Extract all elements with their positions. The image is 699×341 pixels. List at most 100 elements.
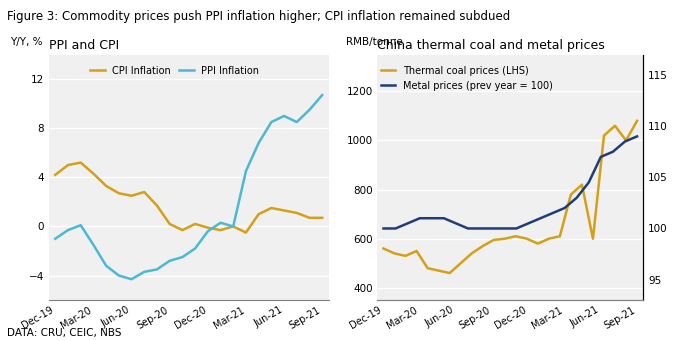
PPI Inflation (191, 247, 199, 251)
PPI Inflation (203, 229, 212, 233)
PPI Inflation (229, 224, 238, 228)
PPI Inflation (293, 120, 301, 124)
Line: Metal prices (prev year = 100): Metal prices (prev year = 100) (384, 136, 637, 228)
Thermal coal prices (LHS) (600, 134, 608, 138)
Metal prices (prev year = 100) (391, 226, 400, 231)
PPI Inflation (178, 255, 187, 259)
CPI Inflation (293, 211, 301, 215)
PPI Inflation (76, 223, 85, 227)
PPI Inflation (153, 267, 161, 271)
PPI Inflation (64, 228, 72, 232)
Thermal coal prices (LHS) (456, 261, 465, 265)
Thermal coal prices (LHS) (434, 269, 442, 273)
Line: PPI Inflation: PPI Inflation (55, 95, 322, 279)
Line: Thermal coal prices (LHS): Thermal coal prices (LHS) (384, 121, 637, 273)
PPI Inflation (242, 169, 250, 173)
Thermal coal prices (LHS) (489, 238, 498, 242)
Metal prices (prev year = 100) (524, 221, 533, 225)
Metal prices (prev year = 100) (415, 216, 424, 220)
PPI Inflation (280, 114, 288, 118)
Metal prices (prev year = 100) (440, 216, 448, 220)
Line: CPI Inflation: CPI Inflation (55, 163, 322, 233)
Thermal coal prices (LHS) (380, 247, 388, 251)
PPI Inflation (267, 120, 275, 124)
CPI Inflation (115, 191, 123, 195)
PPI Inflation (140, 270, 148, 274)
CPI Inflation (216, 228, 224, 232)
Thermal coal prices (LHS) (556, 234, 564, 238)
PPI Inflation (115, 273, 123, 278)
Text: RMB/tonne: RMB/tonne (345, 37, 403, 47)
PPI Inflation (216, 221, 224, 225)
Thermal coal prices (LHS) (533, 241, 542, 246)
Metal prices (prev year = 100) (500, 226, 508, 231)
Metal prices (prev year = 100) (561, 206, 569, 210)
Metal prices (prev year = 100) (380, 226, 388, 231)
CPI Inflation (229, 224, 238, 228)
Thermal coal prices (LHS) (401, 254, 410, 258)
Thermal coal prices (LHS) (567, 192, 575, 196)
Metal prices (prev year = 100) (428, 216, 436, 220)
Thermal coal prices (LHS) (545, 237, 553, 241)
Thermal coal prices (LHS) (424, 266, 432, 270)
Thermal coal prices (LHS) (479, 244, 487, 248)
Thermal coal prices (LHS) (445, 271, 454, 275)
Thermal coal prices (LHS) (622, 138, 630, 143)
CPI Inflation (191, 222, 199, 226)
Thermal coal prices (LHS) (500, 237, 509, 241)
Text: Figure 3: Commodity prices push PPI inflation higher; CPI inflation remained sub: Figure 3: Commodity prices push PPI infl… (7, 10, 510, 23)
Text: Y/Y, %: Y/Y, % (10, 37, 42, 47)
CPI Inflation (64, 163, 72, 167)
Thermal coal prices (LHS) (578, 183, 586, 187)
PPI Inflation (305, 108, 314, 112)
Metal prices (prev year = 100) (536, 216, 545, 220)
CPI Inflation (267, 206, 275, 210)
CPI Inflation (76, 161, 85, 165)
Thermal coal prices (LHS) (390, 251, 398, 255)
CPI Inflation (166, 222, 174, 226)
Thermal coal prices (LHS) (523, 237, 531, 241)
Thermal coal prices (LHS) (512, 234, 520, 238)
CPI Inflation (305, 216, 314, 220)
CPI Inflation (127, 194, 136, 198)
PPI Inflation (254, 141, 263, 145)
CPI Inflation (254, 212, 263, 216)
Metal prices (prev year = 100) (597, 155, 605, 159)
Metal prices (prev year = 100) (488, 226, 496, 231)
CPI Inflation (318, 216, 326, 220)
CPI Inflation (51, 173, 59, 177)
Thermal coal prices (LHS) (412, 249, 421, 253)
Metal prices (prev year = 100) (584, 180, 593, 184)
PPI Inflation (318, 93, 326, 97)
Metal prices (prev year = 100) (572, 196, 581, 200)
CPI Inflation (242, 231, 250, 235)
Metal prices (prev year = 100) (512, 226, 521, 231)
Thermal coal prices (LHS) (633, 119, 641, 123)
PPI Inflation (166, 259, 174, 263)
PPI Inflation (127, 277, 136, 281)
Metal prices (prev year = 100) (621, 139, 629, 144)
Legend: CPI Inflation, PPI Inflation: CPI Inflation, PPI Inflation (86, 62, 264, 80)
Metal prices (prev year = 100) (633, 134, 641, 138)
CPI Inflation (102, 184, 110, 188)
CPI Inflation (153, 204, 161, 208)
Legend: Thermal coal prices (LHS), Metal prices (prev year = 100): Thermal coal prices (LHS), Metal prices … (377, 62, 557, 94)
PPI Inflation (51, 237, 59, 241)
Metal prices (prev year = 100) (452, 221, 460, 225)
Text: China thermal coal and metal prices: China thermal coal and metal prices (377, 39, 605, 52)
Text: DATA: CRU, CEIC, NBS: DATA: CRU, CEIC, NBS (7, 328, 122, 338)
PPI Inflation (89, 243, 98, 247)
Metal prices (prev year = 100) (464, 226, 473, 231)
Text: PPI and CPI: PPI and CPI (49, 39, 119, 52)
CPI Inflation (140, 190, 148, 194)
Metal prices (prev year = 100) (609, 150, 617, 154)
Thermal coal prices (LHS) (468, 251, 476, 255)
Metal prices (prev year = 100) (548, 211, 556, 215)
Metal prices (prev year = 100) (476, 226, 484, 231)
Thermal coal prices (LHS) (589, 237, 597, 241)
Metal prices (prev year = 100) (403, 221, 412, 225)
Thermal coal prices (LHS) (611, 124, 619, 128)
CPI Inflation (89, 172, 98, 176)
PPI Inflation (102, 264, 110, 268)
CPI Inflation (178, 228, 187, 232)
